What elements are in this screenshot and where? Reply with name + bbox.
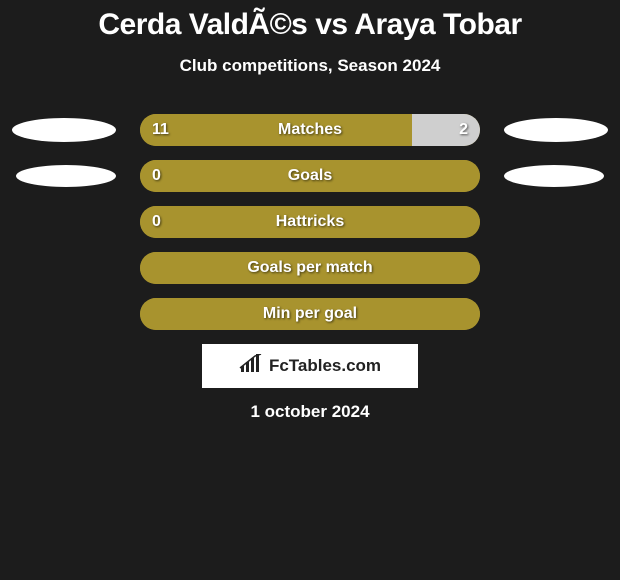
brand-chart-icon bbox=[239, 354, 265, 379]
stat-row: 0Hattricks bbox=[0, 206, 620, 238]
player-right-ellipse bbox=[504, 165, 604, 187]
stat-label: Min per goal bbox=[140, 298, 480, 330]
subtitle: Club competitions, Season 2024 bbox=[0, 56, 620, 76]
stat-label: Goals per match bbox=[140, 252, 480, 284]
stat-bar: 0Goals bbox=[140, 160, 480, 192]
stat-bar: Min per goal bbox=[140, 298, 480, 330]
stat-label: Goals bbox=[140, 160, 480, 192]
stat-row: Goals per match bbox=[0, 252, 620, 284]
page-title: Cerda ValdÃ©s vs Araya Tobar bbox=[0, 0, 620, 42]
date-label: 1 october 2024 bbox=[0, 402, 620, 422]
player-left-ellipse bbox=[12, 118, 116, 142]
stat-row: 112Matches bbox=[0, 114, 620, 146]
stat-row: 0Goals bbox=[0, 160, 620, 192]
stat-bar: Goals per match bbox=[140, 252, 480, 284]
stat-label: Hattricks bbox=[140, 206, 480, 238]
stat-bar: 0Hattricks bbox=[140, 206, 480, 238]
stats-container: 112Matches 0Goals 0Hattricks Goals per matc… bbox=[0, 114, 620, 330]
player-left-ellipse bbox=[16, 165, 116, 187]
stat-bar: 112Matches bbox=[140, 114, 480, 146]
stat-row: Min per goal bbox=[0, 298, 620, 330]
brand-label: FcTables.com bbox=[269, 356, 381, 376]
player-right-ellipse bbox=[504, 118, 608, 142]
brand-box[interactable]: FcTables.com bbox=[202, 344, 418, 388]
stat-label: Matches bbox=[140, 114, 480, 146]
